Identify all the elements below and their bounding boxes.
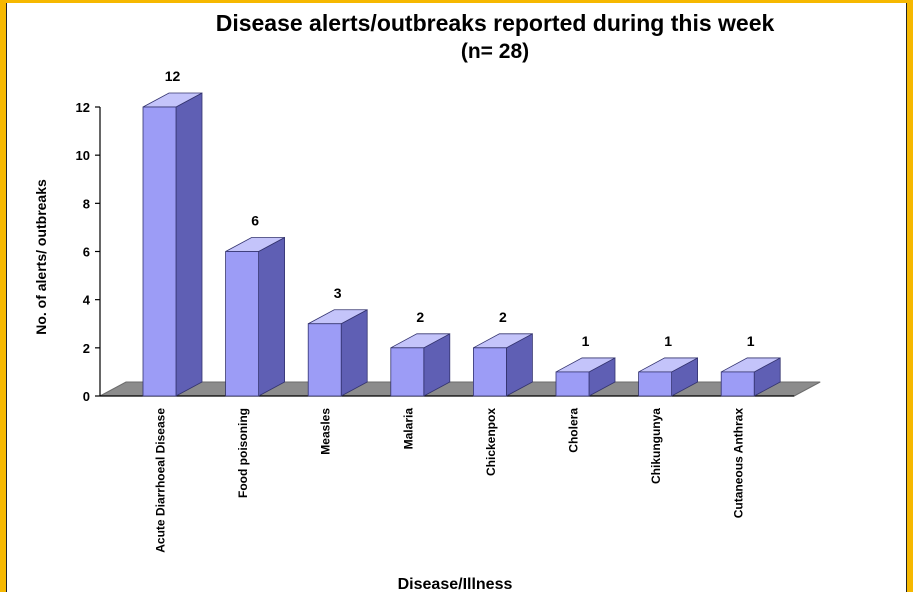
category-label: Malaria (401, 408, 415, 450)
bar (390, 333, 451, 397)
chart-subtitle: (n= 28) (461, 40, 529, 63)
data-label: 3 (334, 285, 342, 301)
data-label: 2 (416, 309, 424, 325)
bar-front (307, 323, 342, 397)
data-label: 2 (499, 309, 507, 325)
bar-front (390, 347, 425, 397)
data-label: 1 (747, 333, 755, 349)
bar (555, 357, 616, 397)
x-axis-title: Disease/Illness (398, 576, 513, 592)
y-tick-label: 2 (83, 341, 90, 356)
bar-side (175, 92, 203, 397)
category-label: Food poisoning (236, 408, 250, 498)
bar-side (340, 309, 368, 397)
chart-title: Disease alerts/outbreaks reported during… (216, 10, 775, 36)
data-label: 1 (582, 333, 590, 349)
y-tick-label: 6 (83, 245, 90, 260)
category-label: Cholera (567, 408, 581, 453)
bar-front (225, 251, 260, 397)
chart-floor (99, 381, 821, 397)
bar-front (555, 371, 590, 397)
bar (638, 357, 698, 397)
category-label: Cutaneous Anthrax (732, 408, 746, 519)
bar (720, 357, 781, 397)
bar (472, 333, 533, 397)
data-label: 1 (664, 333, 672, 349)
category-label: Measles (319, 408, 333, 455)
y-tick-label: 4 (83, 293, 91, 308)
category-label: Acute Diarrhoeal Disease (154, 408, 168, 553)
category-label: Chickenpox (484, 408, 498, 476)
y-axis-title: No. of alerts/ outbreaks (33, 179, 49, 335)
category-label: Chikungunya (649, 408, 663, 484)
bar (307, 309, 368, 397)
bar-front (142, 106, 177, 397)
y-tick-label: 0 (83, 389, 90, 404)
bar (225, 236, 286, 397)
y-tick-label: 10 (76, 148, 90, 163)
y-tick-label: 12 (76, 100, 90, 115)
bar-front (472, 347, 507, 397)
y-tick-label: 8 (83, 196, 90, 211)
bar-front (720, 371, 755, 397)
data-label: 12 (165, 68, 181, 84)
bar (142, 92, 203, 397)
data-label: 6 (251, 213, 259, 229)
bar-front (638, 371, 672, 397)
bar-side (258, 236, 286, 397)
